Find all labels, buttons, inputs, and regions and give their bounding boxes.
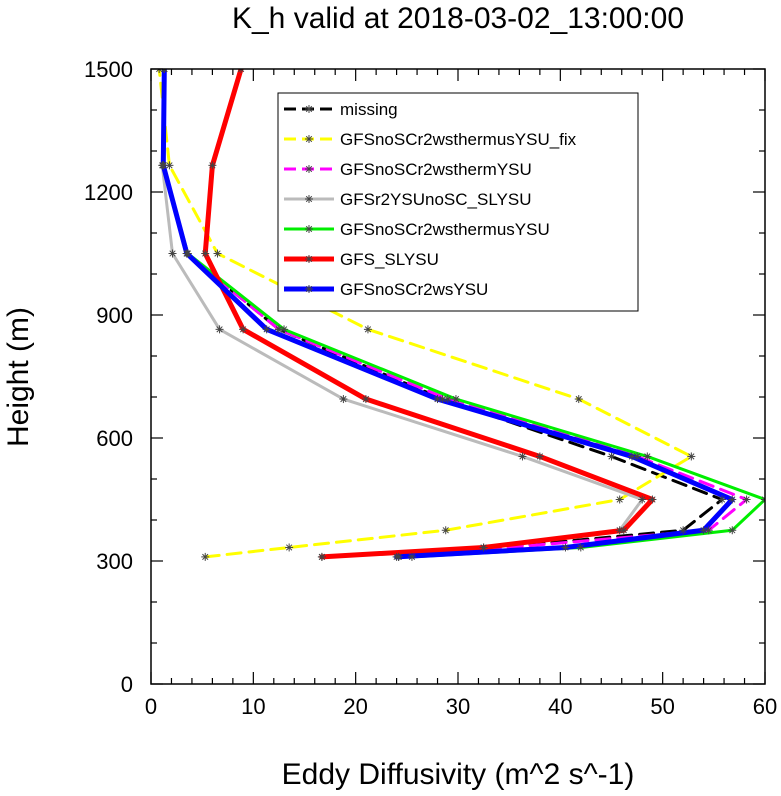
data-point — [441, 526, 450, 535]
data-point — [317, 552, 326, 561]
data-point — [305, 225, 313, 233]
x-tick-label: 40 — [548, 694, 572, 719]
data-point — [339, 395, 348, 404]
x-tick-label: 50 — [650, 694, 674, 719]
x-tick-label: 30 — [446, 694, 470, 719]
data-point — [451, 395, 460, 404]
x-tick-label: 0 — [145, 694, 157, 719]
data-point — [168, 249, 177, 258]
data-point — [262, 325, 271, 334]
data-point — [535, 452, 544, 461]
data-point — [443, 395, 452, 404]
data-point — [648, 495, 657, 504]
y-axis-label: Height (m) — [2, 307, 35, 447]
y-tick-label: 900 — [96, 303, 133, 328]
legend-entry: GFSnoSCr2wsthermusYSU — [284, 220, 550, 239]
legend-entry: GFSnoSCr2wsthermYSU — [284, 160, 532, 179]
data-point — [576, 543, 585, 552]
legend: missing GFSnoSCr2wsthermusYSU_fix GFSnoSCr… — [277, 92, 639, 312]
data-point — [433, 395, 442, 404]
data-point — [160, 69, 169, 73]
legend-label: GFSnoSCr2wsYSU — [340, 280, 488, 299]
series-line-gfs-slysu — [202, 69, 655, 560]
data-point — [305, 285, 313, 293]
x-tick-label: 60 — [753, 694, 777, 719]
data-point — [215, 325, 224, 334]
data-point — [638, 495, 647, 504]
series-line-gfsnoscr2wsysu — [160, 69, 735, 560]
data-point — [155, 69, 164, 73]
data-point — [361, 395, 370, 404]
data-point — [561, 543, 570, 552]
data-point — [201, 552, 210, 561]
data-point — [607, 452, 616, 461]
y-tick-label: 1500 — [84, 57, 133, 82]
data-point — [239, 325, 248, 334]
legend-entry: GFS_SLYSU — [284, 250, 439, 269]
plot-area — [155, 69, 765, 561]
data-point — [213, 249, 222, 258]
data-point — [201, 249, 210, 258]
data-point — [305, 105, 313, 113]
legend-box — [277, 92, 639, 312]
series-line-gfsnoscr2wsthermusysu-fix — [157, 69, 693, 559]
legend-entry: GFSnoSCr2wsthermusYSU_fix — [284, 130, 577, 149]
data-point — [574, 395, 583, 404]
data-point — [285, 543, 294, 552]
data-point — [518, 452, 527, 461]
data-point — [305, 135, 313, 143]
legend-label: GFSnoSCr2wsthermusYSU_fix — [340, 130, 577, 149]
data-point — [699, 526, 708, 535]
data-point — [742, 495, 751, 504]
x-tick-label: 10 — [241, 694, 265, 719]
data-point — [619, 526, 628, 535]
data-point — [615, 495, 624, 504]
data-point — [363, 325, 372, 334]
data-point — [392, 552, 401, 561]
data-point — [687, 452, 696, 461]
legend-label: GFSr2YSUnoSC_SLYSU — [340, 190, 531, 209]
y-tick-label: 0 — [121, 672, 133, 697]
data-point — [728, 495, 737, 504]
data-point — [305, 195, 313, 203]
data-point — [704, 526, 713, 535]
data-point — [761, 495, 765, 504]
data-point — [280, 325, 289, 334]
y-tick-label: 1200 — [84, 180, 133, 205]
chart-title: K_h valid at 2018-03-02_13:00:00 — [232, 2, 684, 35]
data-point — [237, 69, 246, 73]
legend-label: missing — [340, 100, 398, 119]
data-point — [182, 249, 191, 258]
legend-label: GFSnoSCr2wsthermYSU — [340, 160, 532, 179]
x-axis-label: Eddy Diffusivity (m^2 s^-1) — [282, 758, 635, 791]
data-point — [159, 161, 168, 170]
data-point — [305, 255, 313, 263]
series-group — [155, 69, 765, 561]
data-point — [728, 526, 737, 535]
data-point — [305, 165, 313, 173]
legend-entry: GFSnoSCr2wsYSU — [284, 280, 488, 299]
legend-label: GFSnoSCr2wsthermusYSU — [340, 220, 550, 239]
y-tick-label: 300 — [96, 549, 133, 574]
data-point — [679, 526, 688, 535]
legend-entry: missing — [284, 100, 398, 119]
data-point — [643, 452, 652, 461]
data-point — [407, 552, 416, 561]
x-tick-label: 20 — [343, 694, 367, 719]
data-point — [479, 543, 488, 552]
legend-entry: GFSr2YSUnoSC_SLYSU — [284, 190, 531, 209]
data-point — [208, 161, 217, 170]
y-tick-label: 600 — [96, 426, 133, 451]
data-point — [627, 452, 636, 461]
legend-label: GFS_SLYSU — [340, 250, 439, 269]
data-point — [718, 495, 727, 504]
